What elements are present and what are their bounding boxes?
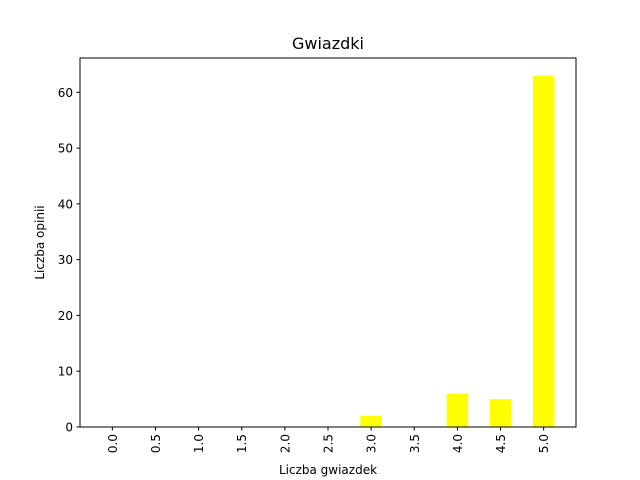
x-tick-label: 1.5 [235, 434, 249, 453]
y-tick-label: 20 [58, 309, 73, 323]
x-tick-label: 3.5 [408, 434, 422, 453]
y-tick-label: 10 [58, 365, 73, 379]
x-axis-label: Liczba gwiazdek [279, 463, 377, 477]
y-tick-label: 30 [58, 253, 73, 267]
x-tick-label: 2.5 [322, 434, 336, 453]
bar-4.0 [446, 393, 469, 427]
x-axis-ticks: 0.0 0.5 1.0 1.5 2.0 2.5 3.0 3.5 4.0 4.5 5.0 [106, 427, 551, 453]
chart-title: Gwiazdki [292, 34, 364, 53]
bar-4.5 [489, 399, 512, 427]
y-axis-label: Liczba opinii [33, 205, 47, 279]
bars-layer [360, 75, 555, 427]
y-tick-label: 0 [65, 421, 73, 435]
x-tick-label: 4.5 [494, 434, 508, 453]
y-tick-label: 50 [58, 142, 73, 156]
x-tick-label: 0.5 [149, 434, 163, 453]
y-tick-label: 40 [58, 197, 73, 211]
x-tick-label: 5.0 [537, 434, 551, 453]
bar-5.0 [532, 75, 555, 427]
x-tick-label: 1.0 [192, 434, 206, 453]
x-tick-label: 2.0 [278, 434, 292, 453]
plot-frame [79, 57, 577, 428]
y-tick-label: 60 [58, 86, 73, 100]
x-tick-label: 3.0 [365, 434, 379, 453]
x-tick-label: 0.0 [106, 434, 120, 453]
y-axis-ticks: 0 10 20 30 40 50 60 [58, 86, 80, 435]
bar-3.0 [360, 415, 382, 427]
x-tick-label: 4.0 [451, 434, 465, 453]
